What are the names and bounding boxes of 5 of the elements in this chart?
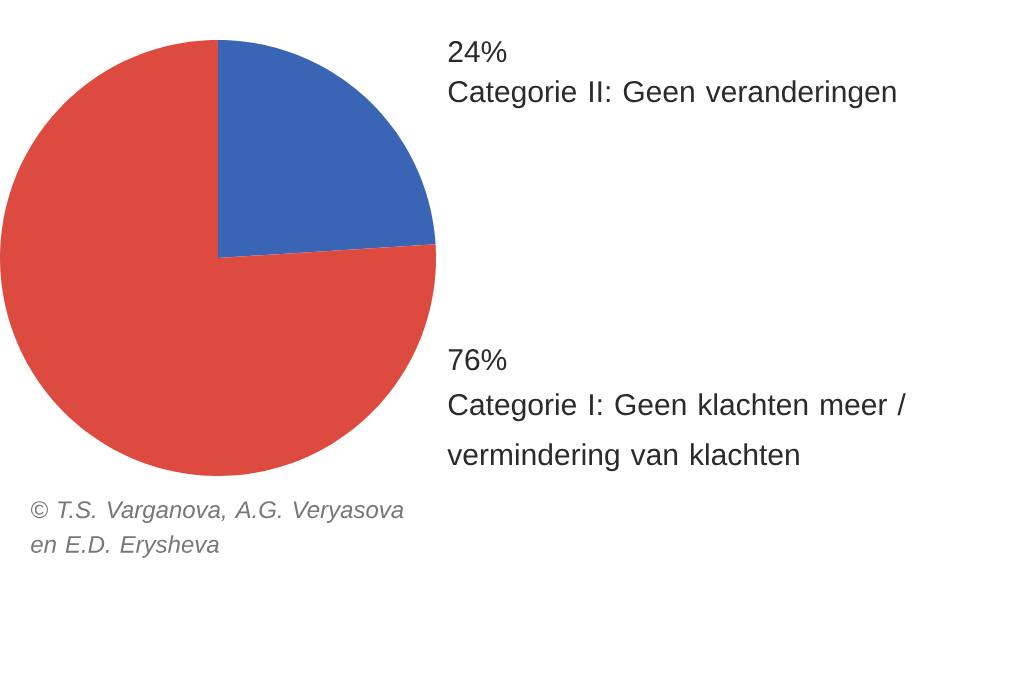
slice-label: Categorie I: Geen klachten meer / vermindering van klachten (447, 393, 906, 472)
data-label: 24% (448, 41, 507, 63)
text: © T.S. Varganova, A.G. Veryasova en E.D. Erysheva (31, 501, 404, 558)
slice-label: Categorie II: Geen veranderingen (448, 80, 896, 109)
data-label: 76% (448, 349, 507, 371)
